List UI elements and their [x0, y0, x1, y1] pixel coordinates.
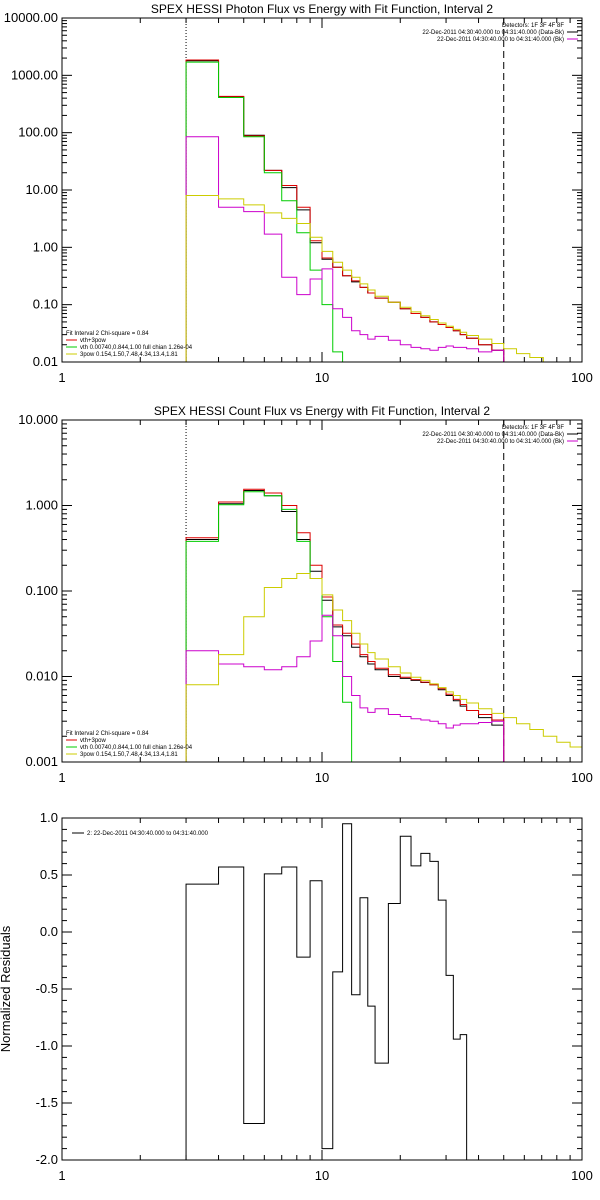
y-tick-label: 1.000 [25, 498, 58, 513]
legend-entry: Detectors: 1F 3F 4F 8F [502, 23, 564, 29]
legend-entry: vth 0.00740,0.844,1.00 full chian 1.26e-… [80, 745, 193, 751]
legend-entry: 22-Dec-2011 04:30:40.000 to 04:31:40.000… [437, 37, 564, 43]
legend-entry: 22-Dec-2011 04:30:40.000 to 04:31:40.000… [437, 439, 564, 445]
x-tick-label: 1 [58, 370, 65, 385]
series-line-3 [185, 136, 505, 362]
legend-entry: 3pow 0.154,1.50,7.48,4.34,13.4,1.81 [80, 752, 178, 758]
residuals-panel: Normalized Residuals 1 10 100 -2.0 -1.5 -1.0 -0… [0, 810, 593, 1183]
y-tick-label: 0.100 [25, 583, 58, 598]
y-tick-label: 0.0 [40, 924, 58, 939]
y-tick-label: 10.00 [25, 182, 58, 197]
y-tick-label: -2.0 [36, 1152, 58, 1167]
y-tick-label: 1.00 [33, 239, 58, 254]
x-tick-label: 10 [315, 370, 329, 385]
plot-frame [61, 17, 583, 363]
y-tick-label: 0.010 [25, 669, 58, 684]
y-tick-label: 1000.00 [11, 67, 58, 82]
axis-ticks [61, 817, 583, 1161]
y-tick-label: 0.01 [33, 354, 58, 369]
y-tick-label: -1.0 [36, 1038, 58, 1053]
photon-flux-panel: SPEX HESSI Photon Flux vs Energy with Fi… [4, 2, 593, 385]
legend-entry: 2: 22-Dec-2011 04:30:40.000 to 04:31:40.… [87, 831, 209, 837]
x-tick-label: 100 [571, 770, 593, 785]
y-tick-label: 0.5 [40, 867, 58, 882]
series-line-0 [185, 823, 468, 1160]
legend-entry: Fit Interval 2 Chi-square = 0.84 [66, 731, 149, 737]
x-tick-label: 100 [571, 1168, 593, 1183]
legend-entry: vth+3pow [80, 338, 107, 344]
series-group [185, 59, 558, 362]
x-tick-label: 1 [58, 1168, 65, 1183]
plot-frame [61, 817, 583, 1161]
x-tick-label: 10 [315, 770, 329, 785]
series-line-3 [185, 614, 505, 762]
legend-entry: Fit Interval 2 Chi-square = 0.84 [66, 331, 149, 337]
y-tick-label: 0.10 [33, 297, 58, 312]
y-tick-label: 0.001 [25, 754, 58, 769]
x-tick-label: 10 [315, 1168, 329, 1183]
y-tick-label: 1.0 [40, 810, 58, 825]
legend-entry: 22-Dec-2011 04:30:40.000 to 04:31:40.000… [422, 432, 564, 438]
axis-ticks [61, 17, 583, 363]
y-axis-label: Normalized Residuals [0, 925, 13, 1052]
count-flux-panel: SPEX HESSI Count Flux vs Energy with Fit… [18, 404, 593, 785]
legend-entry: 22-Dec-2011 04:30:40.000 to 04:31:40.000… [422, 30, 564, 36]
plot-frame [61, 419, 583, 763]
y-tick-label: 10.000 [18, 412, 58, 427]
chart-title: SPEX HESSI Count Flux vs Energy with Fit… [154, 404, 490, 418]
y-tick-label: 10000.00 [4, 10, 58, 25]
series-group [185, 823, 468, 1160]
legend-entry: 3pow 0.154,1.50,7.48,4.34,13.4,1.81 [80, 352, 178, 358]
chart-title: SPEX HESSI Photon Flux vs Energy with Fi… [151, 2, 493, 16]
series-line-2 [185, 61, 344, 362]
series-line-2 [185, 491, 361, 762]
y-tick-label: -1.5 [36, 1095, 58, 1110]
series-line-4 [185, 573, 582, 762]
y-tick-label: -0.5 [36, 981, 58, 996]
x-tick-label: 1 [58, 770, 65, 785]
x-tick-label: 100 [571, 370, 593, 385]
legend-entry: vth 0.00740,0.844,1.00 full chian 1.26e-… [80, 345, 193, 351]
legend-entry: Detectors: 1F 3F 4F 8F [502, 425, 564, 431]
legend-entry: vth+3pow [80, 738, 107, 744]
series-group [185, 488, 582, 762]
y-tick-label: 100.00 [18, 125, 58, 140]
series-line-4 [185, 195, 558, 362]
